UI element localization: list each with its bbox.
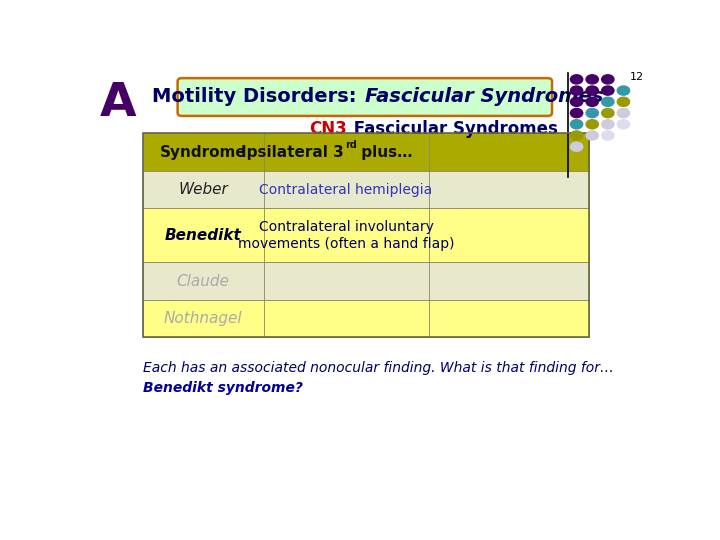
Circle shape — [617, 109, 629, 118]
Text: Each has an associated nonocular finding. What is that finding for…: Each has an associated nonocular finding… — [143, 361, 614, 375]
Circle shape — [570, 131, 582, 140]
Text: rd: rd — [346, 140, 357, 150]
Circle shape — [602, 97, 614, 106]
Circle shape — [570, 75, 582, 84]
Text: 12: 12 — [630, 72, 644, 82]
Text: Benedikt syndrome?: Benedikt syndrome? — [143, 381, 303, 395]
Text: Contralateral involuntary
movements (often a hand flap): Contralateral involuntary movements (oft… — [238, 220, 454, 251]
Text: Contralateral hemiplegia: Contralateral hemiplegia — [259, 183, 433, 197]
Bar — [143, 133, 590, 337]
Circle shape — [586, 97, 598, 106]
Circle shape — [570, 109, 582, 118]
Circle shape — [570, 142, 582, 151]
Circle shape — [602, 131, 614, 140]
Text: Nothnagel: Nothnagel — [164, 311, 243, 326]
Bar — [143, 262, 590, 300]
Text: plus…: plus… — [356, 145, 413, 160]
Bar — [143, 171, 590, 208]
Text: Syndrome: Syndrome — [160, 145, 247, 160]
Bar — [143, 300, 590, 337]
Bar — [143, 208, 590, 262]
Bar — [143, 133, 590, 171]
Circle shape — [602, 109, 614, 118]
Circle shape — [586, 75, 598, 84]
Circle shape — [570, 120, 582, 129]
Text: CN3: CN3 — [309, 120, 347, 138]
Circle shape — [617, 86, 629, 95]
Text: Fascicular Syndromes: Fascicular Syndromes — [364, 87, 603, 106]
Text: A: A — [99, 82, 136, 126]
Text: Weber: Weber — [179, 182, 228, 197]
FancyBboxPatch shape — [178, 78, 552, 116]
Circle shape — [617, 97, 629, 106]
Circle shape — [602, 75, 614, 84]
Text: Motility Disorders:: Motility Disorders: — [152, 87, 364, 106]
Circle shape — [602, 120, 614, 129]
Circle shape — [586, 131, 598, 140]
Text: Fascicular Syndromes: Fascicular Syndromes — [348, 120, 558, 138]
Text: Benedikt: Benedikt — [165, 228, 242, 243]
Circle shape — [570, 97, 582, 106]
Text: Ipsilateral 3: Ipsilateral 3 — [241, 145, 344, 160]
Circle shape — [586, 86, 598, 95]
Circle shape — [570, 86, 582, 95]
Circle shape — [602, 86, 614, 95]
Circle shape — [586, 109, 598, 118]
Circle shape — [617, 120, 629, 129]
Circle shape — [586, 120, 598, 129]
Text: Claude: Claude — [177, 274, 230, 288]
